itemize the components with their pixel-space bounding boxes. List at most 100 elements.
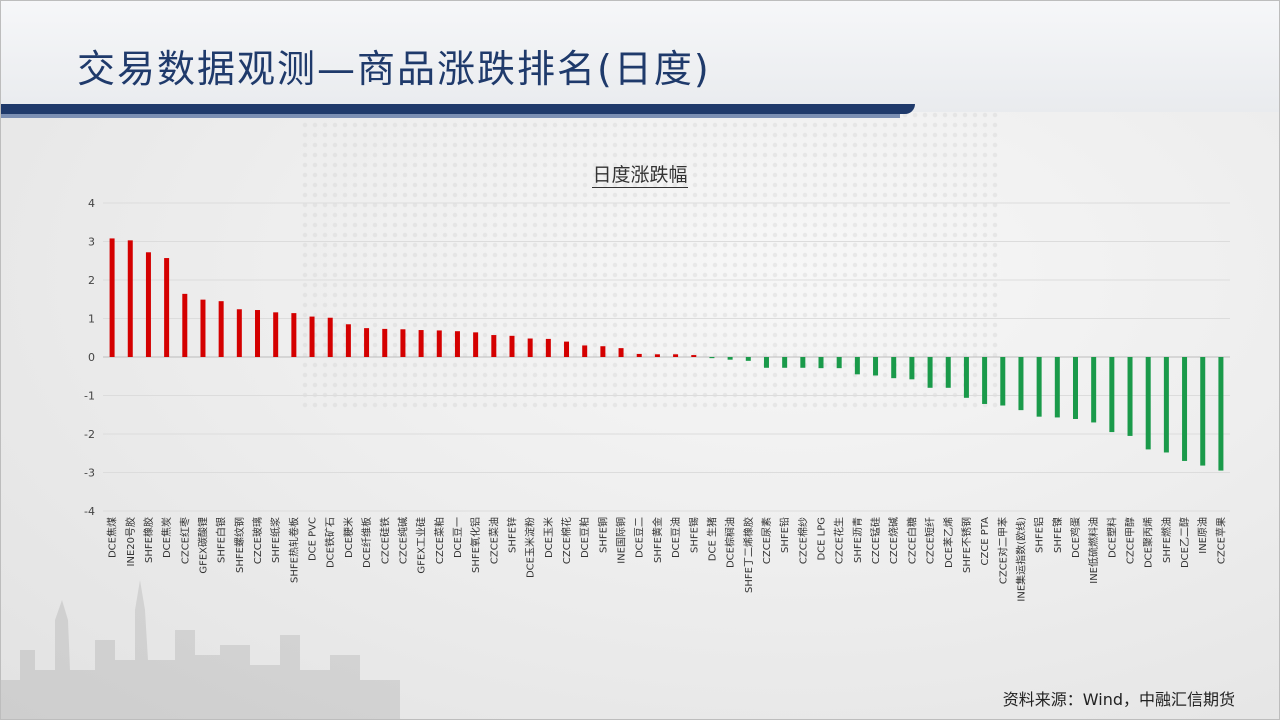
x-tick-label: CZCE尿素	[760, 517, 773, 564]
x-tick-label: SHFE沥青	[851, 517, 864, 563]
x-tick-label: CZCE白糖	[905, 517, 918, 564]
bar	[836, 357, 842, 369]
bar	[800, 357, 806, 368]
bar	[364, 328, 370, 357]
x-tick-label: CZCE锰硅	[869, 517, 882, 564]
x-tick-label: CZCE菜粕	[433, 517, 446, 564]
y-tick-label: 1	[88, 313, 95, 326]
bar	[1000, 357, 1006, 406]
bar	[1218, 357, 1224, 471]
y-tick-label: -4	[84, 505, 95, 518]
x-tick-label: DCE豆粕	[578, 517, 591, 558]
world-map-dots	[300, 110, 1000, 410]
x-tick-label: CZCE玻璃	[251, 517, 264, 564]
bar	[618, 348, 624, 357]
x-tick-label: CZCE硅铁	[378, 517, 391, 564]
bar	[763, 357, 769, 368]
x-tick-label: CZCE菜油	[487, 517, 500, 564]
x-tick-label: SHFE氧化铝	[469, 517, 482, 573]
bar	[654, 354, 660, 357]
bar	[673, 354, 679, 357]
bar	[945, 357, 951, 388]
x-tick-label: SHFE燃油	[1160, 517, 1173, 563]
x-tick-label: SHFE橡胶	[142, 517, 155, 563]
bar	[691, 355, 697, 357]
bar	[1163, 357, 1169, 453]
x-tick-label: CZCE甲醇	[1124, 517, 1137, 564]
x-tick-label: CZCE红枣	[178, 517, 191, 564]
bar	[727, 357, 733, 360]
x-tick-label: CZCE苹果	[1214, 517, 1227, 564]
header-accent-line	[0, 114, 900, 118]
bar	[164, 258, 170, 357]
x-tick-label: INE20号胶	[124, 517, 137, 566]
x-tick-label: DCE鸡蛋	[1069, 517, 1082, 558]
bar	[473, 332, 479, 357]
bar	[1200, 357, 1206, 466]
x-tick-label: DCE PVC	[308, 517, 319, 561]
header-band	[0, 0, 1280, 112]
page-title: 交易数据观测—商品涨跌排名(日度)	[77, 47, 711, 91]
bar	[854, 357, 860, 375]
chart-title: 日度涨跌幅	[592, 164, 688, 188]
bar	[291, 313, 297, 357]
bar	[745, 357, 751, 361]
bar	[1182, 357, 1188, 461]
bar	[1072, 357, 1078, 419]
bar	[436, 330, 442, 357]
bar	[255, 310, 261, 357]
bar	[982, 357, 988, 404]
x-tick-label: SHFE丁二烯橡胶	[742, 517, 755, 593]
x-tick-label: CZCE对二甲苯	[996, 517, 1009, 584]
bar	[1054, 357, 1060, 418]
bar	[1036, 357, 1042, 417]
bar	[327, 317, 333, 357]
x-tick-label: INE低硫燃料油	[1087, 517, 1100, 584]
bar	[345, 324, 351, 357]
x-tick-label: SHFE锌	[505, 517, 518, 553]
bar	[1145, 357, 1151, 450]
y-tick-label: 2	[88, 274, 95, 287]
x-tick-label: CZCE花生	[833, 517, 846, 564]
x-tick-label: SHFE铝	[1034, 517, 1046, 553]
bar	[109, 238, 115, 357]
x-tick-label: DCE 生猪	[705, 517, 718, 561]
x-tick-label: DCE乙二醇	[1178, 517, 1191, 568]
x-tick-label: SHFE不锈钢	[960, 517, 973, 573]
bar	[145, 252, 151, 357]
x-tick-label: INE原油	[1196, 517, 1209, 554]
bar	[236, 309, 242, 357]
x-tick-label: INE集运指数(欧线)	[1014, 517, 1027, 602]
x-tick-label: DCE粳米	[342, 517, 355, 558]
x-tick-label: SHFE铅	[778, 517, 791, 553]
x-tick-label: CZCE棉花	[560, 517, 573, 564]
source-note: 资料来源：Wind，中融汇信期货	[1002, 690, 1235, 709]
y-tick-label: -2	[84, 428, 95, 441]
x-tick-label: DCE豆二	[634, 517, 646, 558]
x-tick-label: CZCE棉纱	[796, 517, 809, 564]
x-tick-label: GFEX碳酸锂	[196, 517, 209, 574]
x-tick-label: DCE聚丙烯	[1142, 517, 1155, 568]
bar	[509, 335, 515, 357]
bar	[709, 357, 715, 359]
y-tick-label: -1	[84, 390, 95, 403]
bar	[273, 312, 279, 357]
x-tick-label: GFEX工业硅	[415, 517, 428, 574]
chart-title-wrap: 日度涨跌幅	[0, 160, 1280, 188]
x-tick-label: DCE豆油	[669, 517, 682, 558]
x-tick-label: CZCE PTA	[980, 517, 991, 566]
bar	[1109, 357, 1115, 433]
bar	[127, 240, 133, 357]
x-tick-label: DCE棕榈油	[724, 517, 737, 568]
bar	[1127, 357, 1133, 436]
x-tick-label: DCE焦煤	[106, 517, 119, 558]
bar	[454, 331, 460, 357]
bar	[382, 328, 388, 357]
bar	[1091, 357, 1097, 423]
city-skyline-watermark	[0, 580, 400, 720]
x-tick-label: DCE LPG	[817, 517, 828, 561]
x-tick-label: DCE苯乙烯	[942, 517, 955, 568]
x-tick-label: DCE玉米	[542, 517, 555, 558]
x-tick-label: SHFE铜	[597, 517, 609, 553]
